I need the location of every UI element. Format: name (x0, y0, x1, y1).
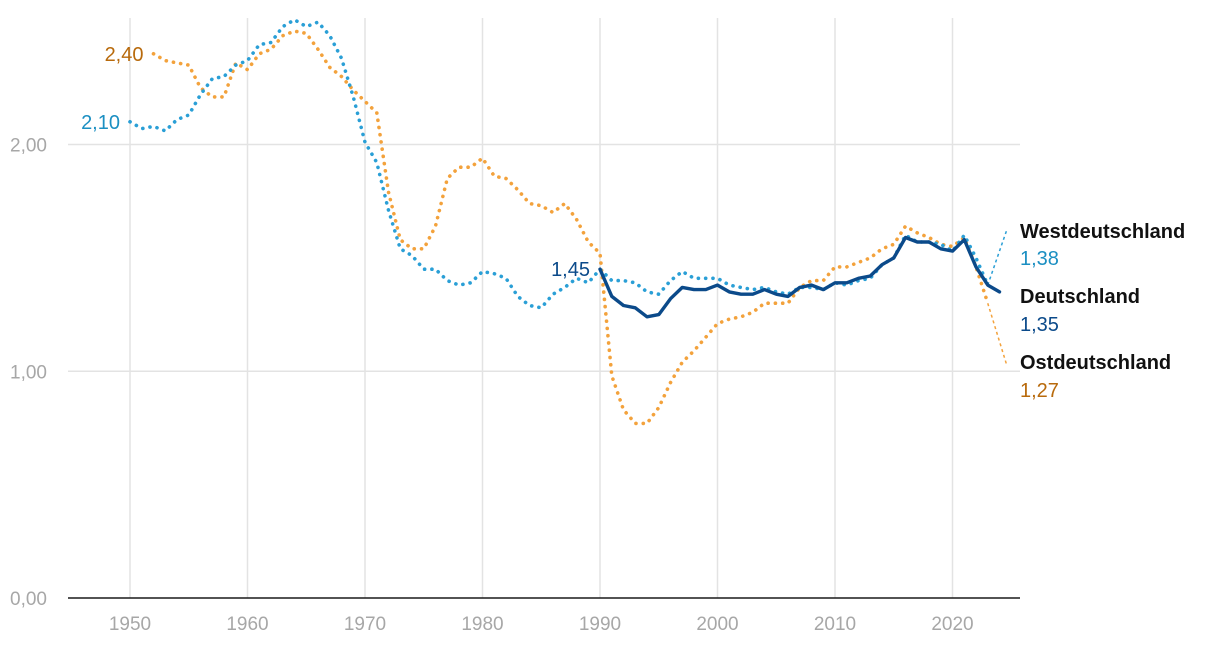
horizontal-grid (68, 143, 1020, 372)
de-line (598, 235, 1002, 319)
y-tick-labels: 0,00 1,00 2,00 (10, 136, 47, 611)
y-tick-1: 1,00 (10, 362, 47, 383)
x-tick-2020: 2020 (931, 614, 973, 635)
ost-tail (987, 303, 1008, 365)
x-tick-1950: 1950 (109, 614, 151, 635)
x-tick-2000: 2000 (696, 614, 738, 635)
west-end-label: 1,38 (1020, 248, 1059, 270)
ost-start-label: 2,40 (105, 44, 144, 66)
ost-line (151, 29, 990, 426)
x-tick-labels: 1950 1960 1970 1980 1990 2000 2010 2020 (109, 614, 974, 635)
x-tick-1980: 1980 (461, 614, 503, 635)
x-tick-1970: 1970 (344, 614, 386, 635)
x-tick-2010: 2010 (814, 614, 856, 635)
ost-end-label: 1,27 (1020, 380, 1059, 402)
de-start-label: 1,45 (551, 259, 590, 281)
west-start-label: 2,10 (81, 112, 120, 134)
x-tick-1990: 1990 (579, 614, 621, 635)
west-series-name: Westdeutschland (1020, 221, 1185, 243)
ost-series-name: Ostdeutschland (1020, 352, 1171, 374)
vertical-grid (129, 18, 954, 598)
series-lines (128, 18, 1008, 426)
de-end-label: 1,35 (1020, 314, 1059, 336)
west-tail (987, 230, 1008, 286)
west-line (128, 18, 990, 310)
y-tick-0: 0,00 (10, 589, 47, 610)
x-tick-1960: 1960 (226, 614, 268, 635)
y-tick-2: 2,00 (10, 136, 47, 157)
de-series-name: Deutschland (1020, 286, 1140, 308)
